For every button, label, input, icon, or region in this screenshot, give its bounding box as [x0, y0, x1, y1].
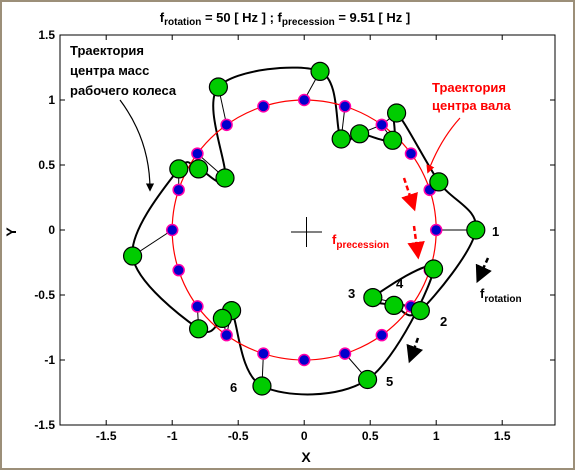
ann-mass-line3: рабочего колеса	[70, 83, 177, 98]
shaft-point	[191, 147, 204, 160]
ann-mass-line1: Траектория	[70, 43, 144, 58]
ann-frot-main: f	[480, 286, 485, 301]
ann-fprec-main: f	[332, 232, 337, 247]
mass-center-point	[384, 295, 404, 315]
points-layer	[123, 61, 486, 396]
chart-title: frotation = 50 [ Hz ] ; fprecession = 9.…	[160, 10, 410, 28]
mass-center-point	[212, 308, 232, 328]
title-mid2: = 9.51 [ Hz ]	[335, 10, 411, 25]
y-tick-label: -0.5	[34, 288, 55, 302]
title-sub2: precession	[282, 17, 335, 28]
shaft-point	[220, 118, 233, 132]
shaft-point	[165, 223, 179, 237]
shaft-point	[375, 118, 389, 132]
mass-center-point	[383, 130, 403, 150]
shaft-point	[172, 183, 185, 197]
ann-frot-sub: rotation	[484, 294, 521, 305]
mass-center-point	[189, 159, 209, 179]
mass-center-point	[252, 376, 272, 396]
axis-ticks: -1.5 -1 -0.5 0 0.5 1 1.5 1.5 1 0.5 0 -0.5 -1 -1.5	[34, 28, 555, 443]
mass-center-point	[410, 301, 430, 321]
mass-center-point	[423, 259, 444, 279]
shaft-point	[338, 100, 352, 113]
y-axis-label: Y	[3, 227, 19, 237]
shaft-point	[191, 300, 204, 313]
label-1: 1	[492, 224, 499, 239]
shaft-point	[172, 263, 185, 277]
title-sub1: rotation	[164, 17, 201, 28]
arrow-precession-2	[407, 225, 425, 260]
shaft-point	[257, 347, 270, 360]
shaft-point	[297, 93, 311, 107]
y-tick-label: 0.5	[38, 158, 55, 172]
label-4: 4	[396, 276, 404, 291]
annotation-mass-trajectory: Траектория центра масс рабочего колеса	[70, 43, 177, 98]
pointer-mass-trajectory	[119, 99, 155, 192]
shaft-point	[220, 328, 233, 342]
y-tick-label: 0	[48, 223, 55, 237]
x-tick-label: -1.5	[96, 429, 117, 443]
mass-center-point	[123, 246, 143, 266]
shaft-point	[257, 100, 270, 113]
mass-center-point	[363, 288, 383, 308]
annotation-f-rotation: frotation	[480, 286, 522, 305]
x-tick-label: 0.5	[362, 429, 379, 443]
title-f1: f	[160, 10, 165, 25]
pointer-shaft-trajectory	[426, 117, 461, 174]
ann-shaft-line1: Траектория	[432, 80, 506, 95]
mass-center-point	[331, 129, 351, 149]
title-mid1: = 50 [ Hz ] ; f	[201, 10, 282, 25]
mass-center-point	[429, 172, 449, 192]
label-3: 3	[348, 286, 355, 301]
ann-fprec-sub: precession	[336, 240, 389, 251]
mass-center-point	[466, 220, 486, 240]
shaft-point	[375, 328, 389, 342]
label-2: 2	[440, 314, 447, 329]
x-tick-label: -1	[167, 429, 178, 443]
shaft-point	[404, 147, 418, 160]
mass-center-point	[387, 103, 407, 123]
y-tick-label: 1.5	[38, 28, 55, 42]
mass-center-point	[169, 159, 189, 179]
x-tick-label: 1.5	[494, 429, 511, 443]
y-tick-label: 1	[48, 93, 55, 107]
x-axis-label: X	[301, 449, 311, 465]
arrow-rotation-2	[406, 337, 424, 364]
y-tick-label: -1.5	[34, 418, 55, 432]
arrow-precession-1	[401, 177, 418, 212]
ann-mass-line2: центра масс	[70, 63, 149, 78]
shaft-point	[338, 347, 352, 360]
x-tick-label: 1	[433, 429, 440, 443]
mass-center-point	[310, 61, 330, 82]
y-tick-label: -1	[44, 353, 55, 367]
label-5: 5	[386, 374, 393, 389]
annotation-f-precession: fprecession	[332, 232, 389, 251]
mass-center-point	[357, 369, 378, 390]
shaft-point	[297, 353, 311, 367]
arrow-rotation-1	[475, 257, 492, 284]
label-6: 6	[230, 380, 237, 395]
shaft-point	[429, 223, 443, 237]
mass-center-point	[350, 124, 370, 144]
ann-shaft-line2: центра вала	[432, 98, 512, 113]
mass-center-point	[189, 319, 209, 339]
mass-center-point	[215, 168, 235, 188]
annotation-shaft-trajectory: Траектория центра вала	[432, 80, 512, 113]
x-tick-label: 0	[301, 429, 308, 443]
x-tick-label: -0.5	[228, 429, 249, 443]
mass-center-point	[208, 77, 228, 97]
